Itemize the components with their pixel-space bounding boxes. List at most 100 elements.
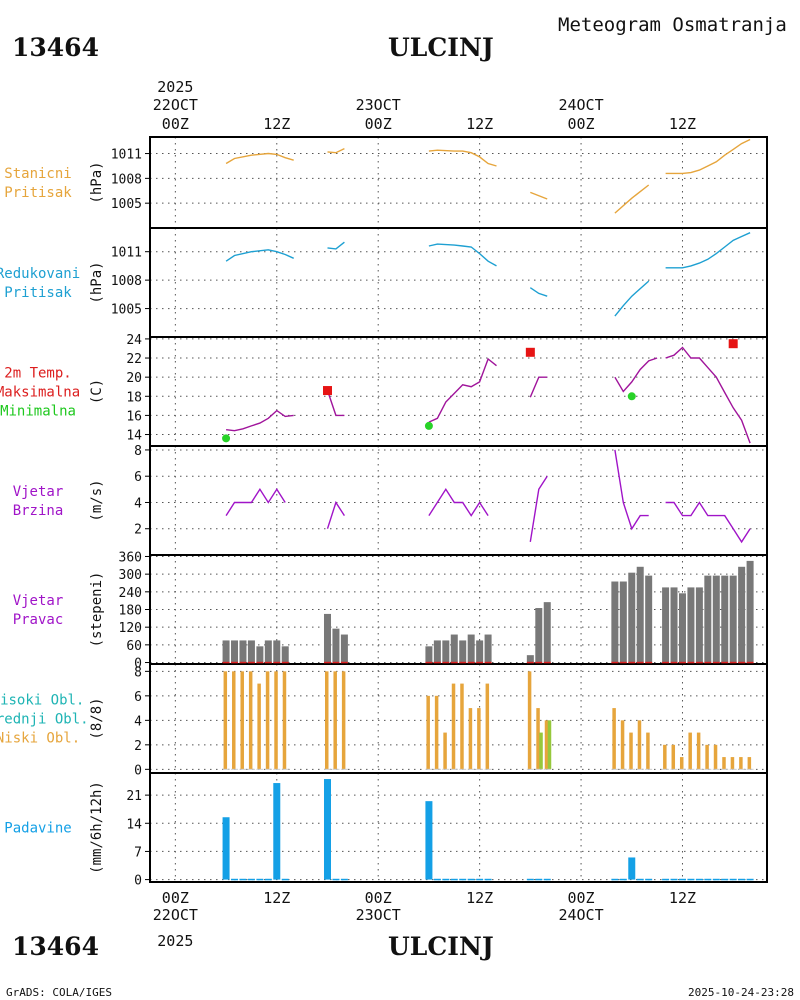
timestamp-text: 2025-10-24-23:28 (688, 986, 794, 999)
tmax-marker (322, 386, 332, 396)
wind-direction-bar (628, 572, 636, 663)
y-tick-label: 1011 (111, 246, 142, 261)
y-tick-label: 14 (126, 429, 142, 444)
panel-frame (149, 772, 768, 883)
precip-bar (526, 878, 534, 881)
y-tick-label: 2 (134, 739, 142, 754)
wind-direction-bar (467, 634, 475, 663)
cloud-low-bar (223, 671, 228, 770)
wind-direction-bar (526, 655, 534, 663)
panel-label: Pritisak (4, 285, 72, 301)
panel-label: Redukovani (0, 266, 80, 282)
precip-bar (678, 878, 686, 881)
wind-direction-bar (450, 634, 458, 663)
precip-bar (738, 878, 746, 881)
series-line (529, 376, 548, 398)
series-line (326, 500, 345, 529)
wind-direction-bar (340, 634, 348, 663)
y-tick-label: 24 (126, 333, 142, 348)
y-tick-label: 14 (126, 817, 142, 832)
cloud-low-bar (688, 732, 692, 770)
top-axis-hour-label: 00Z (568, 115, 595, 133)
tmax-marker (728, 339, 738, 349)
bottom-axis-date-label: 22OCT (153, 906, 198, 924)
y-tick-label: 1008 (111, 172, 142, 187)
y-tick-label: 6 (134, 470, 142, 485)
chart-subtitle: Meteogram Osmatranja (558, 14, 787, 36)
cloud-low-bar (426, 695, 430, 770)
wind-direction-bar (746, 560, 754, 663)
y-axis-label: (hPa) (89, 161, 105, 203)
series-line (225, 249, 294, 262)
precip-bar (543, 878, 551, 881)
bottom-axis-hour-label: 12Z (263, 889, 290, 907)
panel-label: Stanicni (4, 166, 71, 182)
precip-bar (670, 878, 678, 881)
y-tick-label: 18 (126, 390, 142, 405)
precip-bar (636, 878, 644, 881)
precip-bar (628, 857, 636, 880)
top-axis-hour-label: 12Z (669, 115, 696, 133)
wind-direction-bar (695, 587, 703, 663)
precip-bar (695, 878, 703, 881)
wind-direction-bar (442, 640, 450, 663)
y-tick-label: 20 (126, 371, 142, 386)
precip-bar (535, 878, 543, 881)
series-line (614, 449, 649, 531)
y-tick-label: 7 (134, 845, 142, 860)
wind-direction-bar (611, 581, 619, 663)
precip-bar (332, 878, 340, 881)
bottom-axis-year: 2025 (157, 932, 193, 950)
cloud-low-bar (232, 671, 236, 770)
top-axis-hour-label: 00Z (365, 115, 392, 133)
wind-direction-bar (721, 575, 729, 663)
panel-label: Minimalna (0, 404, 76, 420)
cloud-low-bar (485, 683, 490, 770)
tmin-marker (222, 434, 231, 443)
series-line (529, 475, 548, 543)
precip-bar (611, 878, 619, 881)
wind-direction-bar (459, 640, 467, 663)
panel-label: Vjetar (13, 593, 64, 609)
cloud-low-bar (341, 671, 346, 770)
bottom-axis-hour-label: 00Z (162, 889, 189, 907)
panel-label: Srednji Obl. (0, 712, 89, 728)
wind-direction-bar (636, 566, 644, 663)
series-line (428, 243, 497, 267)
series-line (665, 346, 751, 444)
station-id-top: 13464 (12, 33, 99, 62)
cloud-low-bar (468, 708, 473, 770)
precip-bar (433, 878, 441, 881)
cloud-low-bar (477, 708, 481, 770)
precip-bar (281, 878, 289, 881)
bottom-axis-hour-label: 00Z (365, 889, 392, 907)
cloud-mid-bar (547, 720, 552, 770)
wind-direction-bar (247, 640, 255, 663)
y-tick-label: 1008 (111, 274, 142, 289)
cloud-low-bar (747, 757, 752, 770)
precip-bar (476, 878, 484, 881)
cloud-low-bar (282, 671, 287, 770)
bottom-axis-date-label: 23OCT (356, 906, 401, 924)
precip-bar (619, 878, 627, 881)
wind-direction-bar (729, 575, 737, 663)
precip-bar (704, 878, 712, 881)
bottom-axis-date-label: 24OCT (558, 906, 603, 924)
precip-bar (459, 878, 467, 881)
series-line (665, 501, 751, 544)
wind-direction-bar (662, 587, 670, 663)
panel-label: Maksimalna (0, 385, 80, 401)
precip-bar (340, 878, 348, 881)
cloud-low-bar (527, 671, 532, 770)
cloud-low-bar (722, 757, 726, 770)
cloud-low-bar (324, 671, 329, 770)
cloud-low-bar (443, 732, 447, 770)
y-tick-label: 8 (134, 665, 142, 680)
cloud-low-bar (536, 708, 540, 770)
panel-label: Pravac (13, 612, 64, 628)
wind-direction-bar (687, 587, 695, 663)
y-tick-label: 360 (119, 550, 142, 565)
precip-bar (450, 878, 458, 881)
cloud-low-bar (663, 744, 667, 770)
cloud-low-bar (637, 720, 642, 770)
